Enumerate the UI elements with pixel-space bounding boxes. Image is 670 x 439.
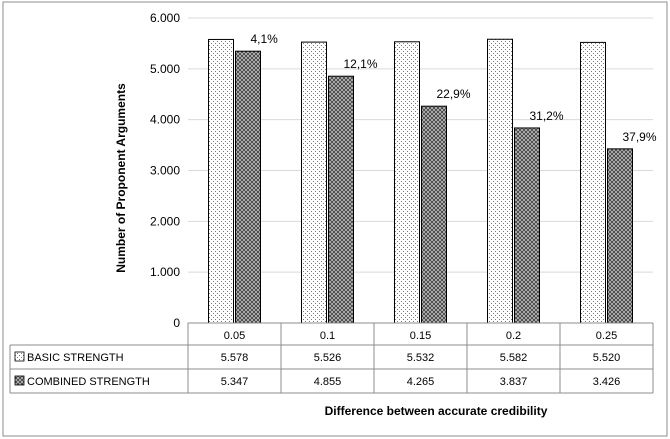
- table-cell: 4.855: [314, 376, 342, 388]
- y-tick-label: 1.000: [150, 265, 180, 279]
- table-cell: 4.265: [407, 376, 435, 388]
- bar-combined-strength: [421, 105, 447, 324]
- data-label: 12,1%: [344, 57, 378, 71]
- table-cell: 5.532: [407, 352, 435, 364]
- series-label: COMBINED STRENGTH: [27, 376, 150, 388]
- y-tick-label: 4.000: [150, 113, 180, 127]
- table-cell: 5.578: [221, 352, 249, 364]
- table-cell: 3.426: [593, 376, 621, 388]
- data-table: 0.05 0.1 0.15 0.2 0.25 BASIC STRENGTH 5.578 5.5…: [9, 322, 654, 394]
- legend-key-basic-strength: [14, 351, 25, 362]
- y-tick-label: 2.000: [150, 214, 180, 228]
- bar-basic-strength: [487, 38, 513, 324]
- data-label: 22,9%: [437, 87, 471, 101]
- y-tick-label: 3.000: [150, 164, 180, 178]
- data-labels: 4,1% 12,1% 22,9% 31,2% 37,9%: [251, 32, 657, 144]
- bar-combined-strength: [514, 127, 540, 324]
- table-cell: 5.526: [314, 352, 342, 364]
- bar-basic-strength: [208, 38, 234, 324]
- x-axis-title: Difference between accurate credibility: [325, 404, 548, 418]
- bars: [208, 38, 633, 324]
- x-tick-label: 0.25: [596, 330, 617, 342]
- bar-combined-strength: [607, 148, 633, 324]
- bar-basic-strength: [394, 41, 420, 324]
- bar-basic-strength: [580, 41, 606, 324]
- x-tick-label: 0.15: [410, 330, 431, 342]
- data-label: 31,2%: [530, 109, 564, 123]
- x-tick-label: 0.05: [224, 330, 245, 342]
- table-cell: 5.582: [500, 352, 528, 364]
- bar-basic-strength: [301, 41, 327, 324]
- y-tick-label: 0: [173, 316, 180, 330]
- data-label: 37,9%: [623, 130, 657, 144]
- bar-combined-strength: [328, 75, 354, 324]
- table-cell: 5.347: [221, 376, 249, 388]
- legend-key-combined-strength: [14, 375, 25, 386]
- y-tick-label: 6.000: [150, 11, 180, 25]
- bar-combined-strength: [235, 50, 261, 324]
- x-tick-label: 0.2: [506, 330, 521, 342]
- series-label: BASIC STRENGTH: [27, 352, 124, 364]
- table-cell: 5.520: [593, 352, 621, 364]
- data-label: 4,1%: [251, 32, 279, 46]
- y-axis-title: Number of Proponent Arguments: [114, 83, 128, 273]
- y-axis-ticks: 0 1.000 2.000 3.000 4.000 5.000 6.000: [150, 11, 180, 330]
- x-tick-label: 0.1: [320, 330, 335, 342]
- y-tick-label: 5.000: [150, 62, 180, 76]
- table-cell: 3.837: [500, 376, 528, 388]
